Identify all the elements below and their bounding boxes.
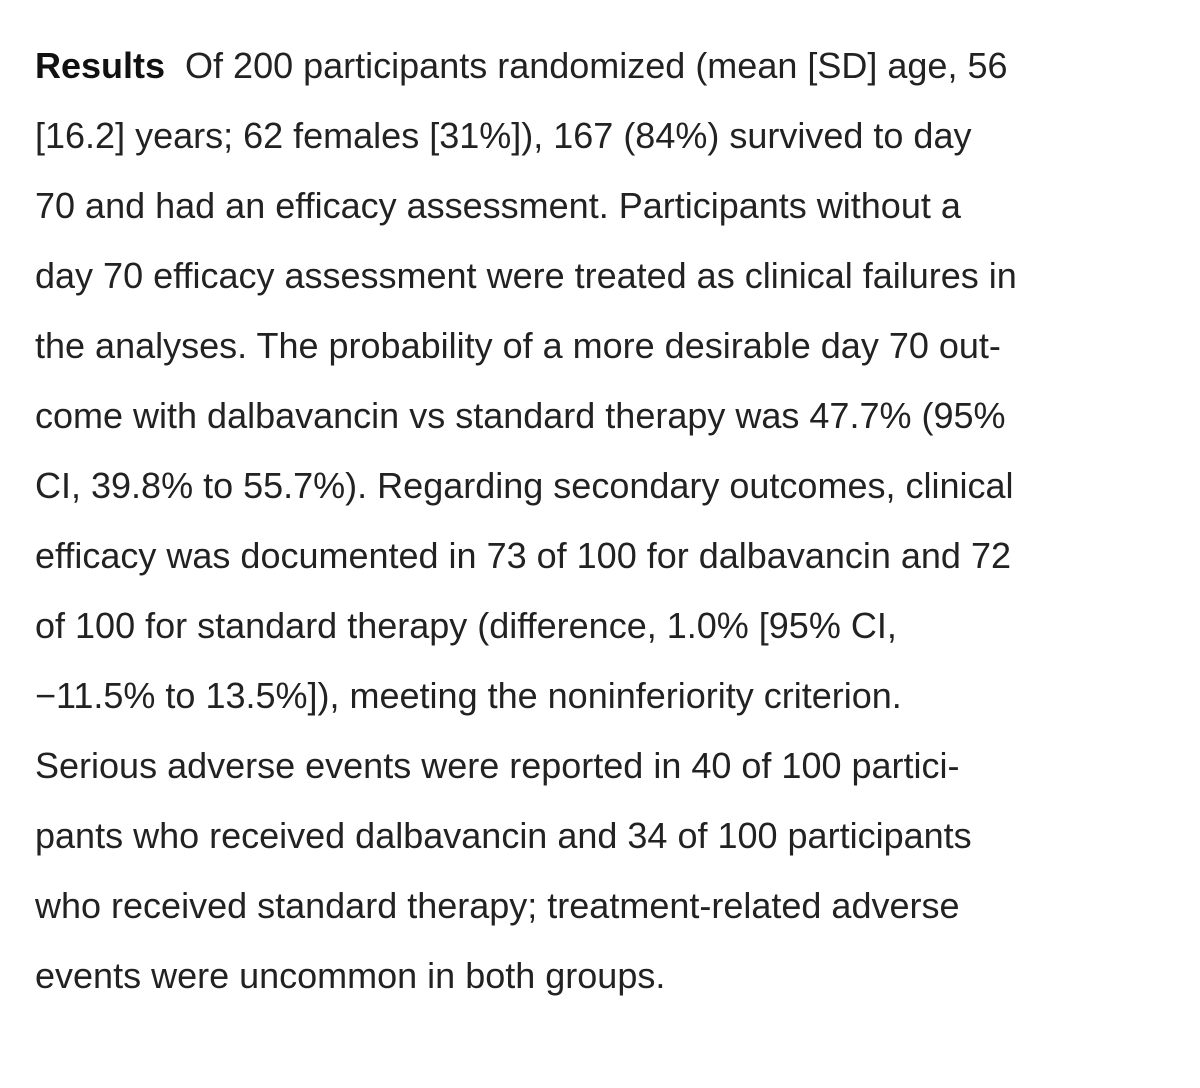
- text-line: pants who received dalbavancin and 34 of…: [35, 814, 972, 858]
- paragraph-text: CI, 39.8% to 55.7%). Regarding secondary…: [35, 465, 1014, 506]
- paragraph-text: Of 200 participants randomized (mean [SD…: [185, 45, 1008, 86]
- paragraph-text: events were uncommon in both groups.: [35, 955, 666, 996]
- text-line: Results Of 200 participants randomized (m…: [35, 44, 1008, 88]
- paragraph-text: [16.2] years; 62 females [31%]), 167 (84…: [35, 115, 972, 156]
- paragraph-text: come with dalbavancin vs standard therap…: [35, 395, 1006, 436]
- text-line: day 70 efficacy assessment were treated …: [35, 254, 1017, 298]
- paragraph-text: who received standard therapy; treatment…: [35, 885, 960, 926]
- text-line: come with dalbavancin vs standard therap…: [35, 394, 1006, 438]
- text-line: of 100 for standard therapy (difference,…: [35, 604, 897, 648]
- paragraph-text: Serious adverse events were reported in …: [35, 745, 960, 786]
- paragraph-text: of 100 for standard therapy (difference,…: [35, 605, 897, 646]
- paragraph-text: efficacy was documented in 73 of 100 for…: [35, 535, 1011, 576]
- text-line: who received standard therapy; treatment…: [35, 884, 960, 928]
- text-line: [16.2] years; 62 females [31%]), 167 (84…: [35, 114, 971, 158]
- text-line: efficacy was documented in 73 of 100 for…: [35, 534, 1011, 578]
- section-heading: Results: [35, 45, 166, 86]
- paragraph-text: 70 and had an efficacy assessment. Parti…: [35, 185, 961, 226]
- text-line: −11.5% to 13.5%]), meeting the noninferi…: [35, 674, 902, 718]
- paragraph-text: the analyses. The probability of a more …: [35, 325, 1001, 366]
- paragraph-text: day 70 efficacy assessment were treated …: [35, 255, 1017, 296]
- text-line: CI, 39.8% to 55.7%). Regarding secondary…: [35, 464, 1014, 508]
- paragraph-text: −11.5% to 13.5%]), meeting the noninferi…: [35, 675, 902, 716]
- paragraph-text: pants who received dalbavancin and 34 of…: [35, 815, 972, 856]
- text-line: Serious adverse events were reported in …: [35, 744, 960, 788]
- text-line: the analyses. The probability of a more …: [35, 324, 1001, 368]
- text-line: events were uncommon in both groups.: [35, 954, 665, 998]
- text-line: 70 and had an efficacy assessment. Parti…: [35, 184, 961, 228]
